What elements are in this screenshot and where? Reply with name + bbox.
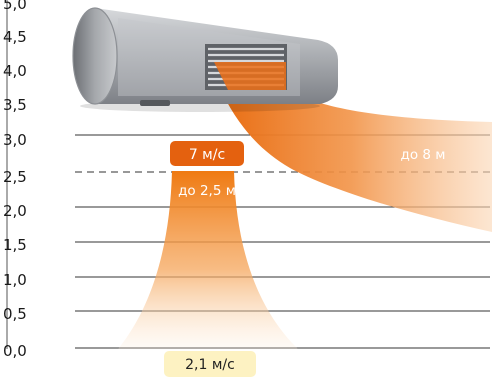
device-end-cap	[73, 8, 117, 104]
y-tick-3-5: 3,5	[3, 96, 27, 114]
speed-top-badge	[170, 141, 244, 166]
y-tick-labels: 5,0 4,5 4,0 3,5 3,0 2,5 2,0 1,5 1,0 0,5 …	[3, 0, 27, 360]
y-tick-4-0: 4,0	[3, 62, 27, 80]
device-foot	[140, 100, 170, 106]
heater-device	[72, 7, 338, 112]
speed-top-label: 7 м/с	[189, 147, 225, 163]
speed-bottom-label: 2,1 м/с	[185, 357, 235, 373]
y-tick-5-0: 5,0	[3, 0, 27, 13]
horizontal-reach-label: до 8 м	[401, 147, 446, 163]
y-tick-4-5: 4,5	[3, 28, 27, 46]
device-outlet-glow	[214, 62, 286, 90]
vertical-airflow-plume	[118, 171, 298, 349]
horizontal-airflow-plume	[212, 70, 492, 232]
vertical-reach-label: до 2,5 м	[178, 183, 236, 199]
speed-bottom-badge	[164, 351, 256, 377]
y-tick-3-0: 3,0	[3, 131, 27, 149]
y-tick-1-5: 1,5	[3, 236, 27, 254]
device-end-rim	[72, 7, 118, 105]
y-tick-2-5: 2,5	[3, 168, 27, 186]
y-tick-0-0: 0,0	[3, 342, 27, 360]
y-tick-2-0: 2,0	[3, 202, 27, 220]
y-tick-0-5: 0,5	[3, 305, 27, 323]
y-tick-1-0: 1,0	[3, 271, 27, 289]
